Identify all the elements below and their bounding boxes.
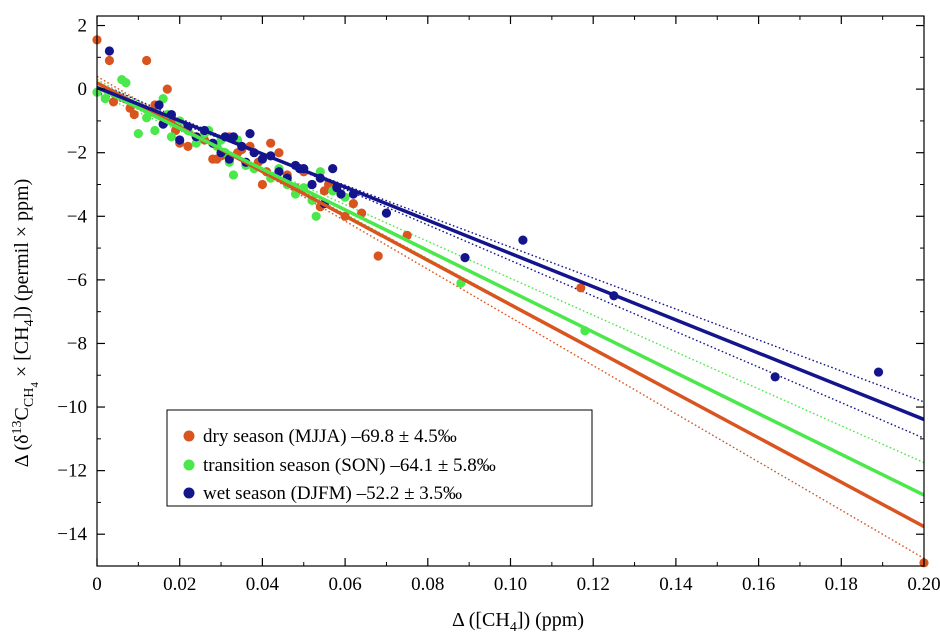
point-s0-12: [183, 141, 193, 151]
point-s1-20: [228, 170, 239, 180]
x-tick-label: 0.16: [742, 574, 775, 595]
x-tick-label: 0.12: [577, 574, 610, 595]
x-axis-label: Δ ([CH4]) (ppm): [452, 609, 584, 634]
point-s1-4: [133, 129, 143, 139]
point-s2-15: [245, 129, 255, 139]
point-s0-25: [266, 138, 276, 148]
point-s0-5: [142, 55, 152, 66]
point-s2-19: [274, 167, 284, 177]
y-tick-label: −4: [67, 206, 88, 227]
fit-line-2: [97, 85, 924, 422]
x-tick-label: 0.08: [411, 574, 444, 595]
x-tick-label: 0.14: [659, 574, 693, 595]
point-s0-4: [129, 109, 139, 120]
point-s2-24: [307, 179, 317, 190]
ci-line-1-ci_high: [97, 93, 924, 464]
y-tick-label: −8: [67, 333, 87, 354]
point-s2-27: [328, 164, 338, 174]
legend-box: [166, 409, 593, 507]
legend-marker-wet: [183, 487, 195, 499]
point-s2-35: [770, 372, 780, 382]
legend-label-dry: dry season (MJJA) –69.8 ± 4.5‰: [203, 426, 457, 447]
point-s0-39: [576, 283, 586, 293]
point-s0-23: [257, 179, 267, 190]
y-tick-label: −14: [57, 524, 87, 545]
legend-label-wet: wet season (DJFM) –52.2 ± 3.5‰: [203, 483, 462, 504]
point-s1-13: [191, 138, 201, 148]
point-s2-31: [381, 208, 392, 218]
point-s0-2: [108, 97, 119, 107]
legend-label-transition: transition season (SON) –64.1 ± 5.8‰: [203, 455, 496, 476]
x-tick-label: 0.06: [328, 574, 361, 595]
point-s0-8: [162, 84, 172, 94]
point-s2-32: [460, 253, 470, 263]
fit-line-1: [97, 85, 924, 497]
y-tick-label: −12: [57, 461, 87, 482]
y-tick-label: 2: [78, 16, 88, 37]
y-tick-label: −6: [67, 270, 87, 291]
x-tick-label: 0.04: [246, 574, 280, 595]
point-s1-5: [142, 113, 152, 123]
point-s0-35: [348, 198, 358, 209]
y-tick-label: 0: [78, 79, 88, 100]
point-s2-0: [104, 46, 115, 56]
x-tick-label: 0.20: [907, 574, 940, 595]
point-s1-31: [311, 211, 321, 221]
x-tick-label: 0.02: [163, 574, 196, 595]
x-tick-label: 0.18: [825, 574, 858, 595]
point-s1-3: [121, 78, 131, 88]
legend: dry season (MJJA) –69.8 ± 4.5‰ transitio…: [166, 409, 593, 507]
point-s1-10: [166, 132, 177, 142]
y-axis-ticks: 2 0 −2 −4 −6 −8 −10 −12 −14: [57, 16, 924, 567]
ci-line-2-ci_high: [97, 91, 924, 403]
point-s2-29: [336, 189, 346, 199]
x-axis-ticks: 0 0.02 0.04 0.06 0.08 0.10 0.12 0.14 0.16 0.18 0.2…: [92, 16, 940, 595]
point-s2-1: [154, 100, 164, 110]
y-tick-label: −2: [67, 143, 87, 164]
point-s2-4: [175, 135, 185, 145]
point-s0-26: [274, 148, 284, 158]
point-s2-33: [518, 235, 528, 245]
point-s1-1: [100, 94, 110, 104]
point-s0-37: [373, 251, 383, 261]
x-tick-label: 0.10: [494, 574, 527, 595]
y-axis-label: Δ (δ13CCH4 × [CH4]) (permil × ppm): [10, 179, 41, 468]
point-s2-17: [257, 154, 267, 164]
point-s2-12: [228, 132, 239, 142]
legend-marker-dry: [183, 430, 195, 442]
point-s0-1: [104, 55, 115, 66]
legend-marker-transition: [183, 459, 195, 471]
fit-lines: [97, 81, 924, 529]
point-s1-6: [150, 125, 160, 136]
point-s1-32: [315, 167, 325, 177]
x-tick-label: 0: [92, 574, 102, 595]
point-s2-36: [873, 367, 884, 377]
y-tick-label: −10: [57, 397, 87, 418]
